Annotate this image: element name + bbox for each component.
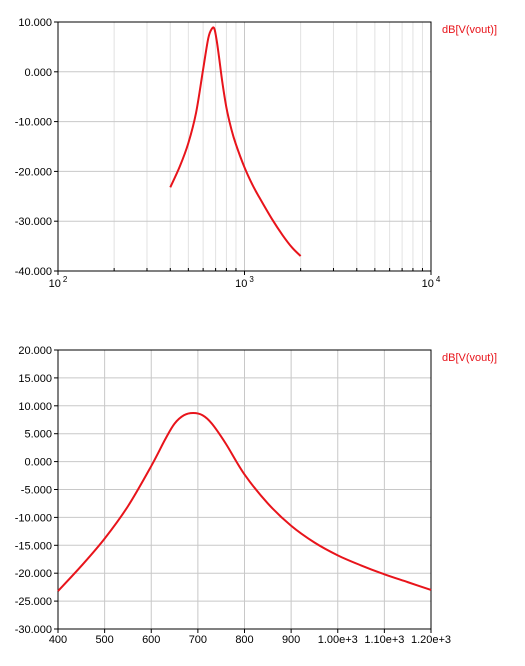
chart-2-linear-frequency: 20.000 15.000 10.000 5.000 0.000 -5.000 -10.00… (15, 345, 497, 646)
y-tick-label: 20.000 (18, 345, 52, 357)
y-tick-label: -30.000 (15, 216, 52, 228)
x-tick-label: 10 4 (422, 275, 441, 290)
x-tick-label: 1.10e+3 (364, 634, 404, 646)
y-tick-label: -20.000 (15, 166, 52, 178)
y-tick-label: 15.000 (18, 373, 52, 385)
y-tick-label: -10.000 (15, 117, 52, 129)
y-tick-label: -20.000 (15, 568, 52, 580)
series-line (57, 412, 432, 592)
x-tick-label-exponent: 2 (63, 275, 68, 284)
y-tick-label: 10.000 (18, 401, 52, 413)
y-tick-label: 0.000 (24, 457, 52, 469)
x-tick-label: 700 (189, 634, 207, 646)
x-tick-label-base: 10 (49, 278, 61, 290)
x-tick-label: 500 (95, 634, 113, 646)
x-tick-label: 800 (235, 634, 253, 646)
chart-1-log-frequency: 10.0000.000-10.000-20.000-30.000-40.0001… (15, 17, 497, 290)
x-tick-label: 900 (282, 634, 300, 646)
x-tick-label-exponent: 4 (436, 275, 441, 284)
x-tick-label: 10 2 (49, 275, 68, 290)
y-tick-label: 0.000 (24, 67, 52, 79)
series-line (169, 26, 302, 257)
x-tick-label: 400 (49, 634, 67, 646)
x-tick-label: 600 (142, 634, 160, 646)
series-label: dB[V(vout)] (442, 352, 497, 364)
y-tick-label: -25.000 (15, 596, 52, 608)
series-label: dB[V(vout)] (442, 24, 497, 36)
y-tick-label: -5.000 (21, 485, 52, 497)
y-tick-label: -30.000 (15, 624, 52, 636)
x-tick-label: 1.00e+3 (318, 634, 358, 646)
x-tick-label-base: 10 (235, 278, 247, 290)
x-tick-label: 10 3 (235, 275, 254, 290)
y-tick-label: 10.000 (18, 17, 52, 29)
x-tick-label-exponent: 3 (249, 275, 254, 284)
x-tick-label: 1.20e+3 (411, 634, 451, 646)
y-tick-label: -40.000 (15, 266, 52, 278)
y-tick-label: -10.000 (15, 512, 52, 524)
y-tick-label: -15.000 (15, 540, 52, 552)
y-tick-label: 5.000 (24, 429, 52, 441)
x-tick-label-base: 10 (422, 278, 434, 290)
